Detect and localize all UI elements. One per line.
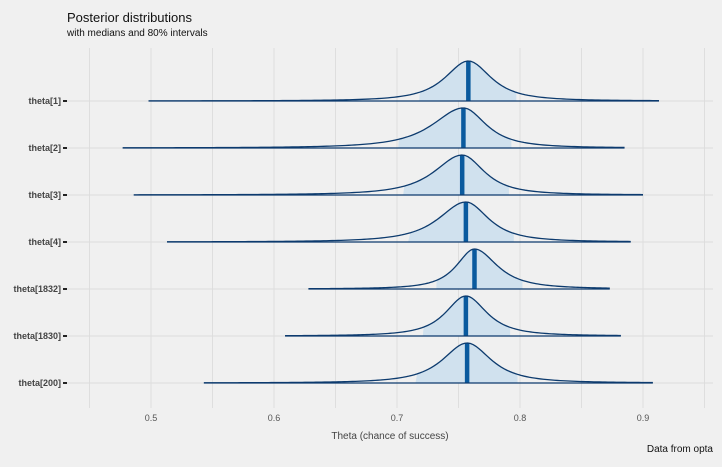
x-tick-label: 0.6 (268, 413, 281, 423)
x-tick-label: 0.8 (514, 413, 527, 423)
x-axis-label: Theta (chance of success) (331, 431, 448, 442)
caption: Data from opta (646, 444, 713, 455)
ridges (122, 60, 659, 384)
density-curve (148, 60, 659, 102)
chart-subtitle: with medians and 80% intervals (67, 28, 208, 39)
ridge-theta[1] (148, 60, 659, 102)
y-tick-label: theta[2] (28, 143, 61, 153)
ridge-theta[2] (122, 107, 625, 149)
ridge-theta[1830] (285, 295, 621, 337)
ridge-theta[200] (203, 342, 653, 384)
chart-title: Posterior distributions (67, 10, 192, 25)
interval-80-area (436, 249, 523, 289)
interval-80-area (403, 155, 509, 195)
ridge-theta[3] (133, 154, 644, 196)
interval-80-area (408, 202, 514, 242)
x-tick-label: 0.9 (637, 413, 650, 423)
ridge-theta[4] (166, 201, 631, 243)
y-tick-label: theta[3] (28, 190, 61, 200)
y-axis: theta[1] theta[2] theta[3] theta[4] theta[18… (13, 96, 67, 388)
y-tick-label: theta[1830] (13, 331, 61, 341)
y-tick-label: theta[4] (28, 237, 61, 247)
x-axis: 0.5 0.6 0.7 0.8 0.9 (145, 413, 650, 423)
ridge-theta[1832] (308, 248, 610, 290)
density-curve (308, 248, 610, 290)
x-tick-label: 0.5 (145, 413, 158, 423)
grid-lines (67, 48, 713, 408)
y-tick-label: theta[1] (28, 96, 61, 106)
x-tick-label: 0.7 (391, 413, 404, 423)
density-curve (133, 154, 644, 196)
y-tick-label: theta[1832] (13, 284, 61, 294)
density-curve (285, 295, 621, 337)
interval-80-area (398, 108, 512, 148)
y-tick-label: theta[200] (18, 378, 61, 388)
density-curve (166, 201, 631, 243)
density-curve (122, 107, 625, 149)
